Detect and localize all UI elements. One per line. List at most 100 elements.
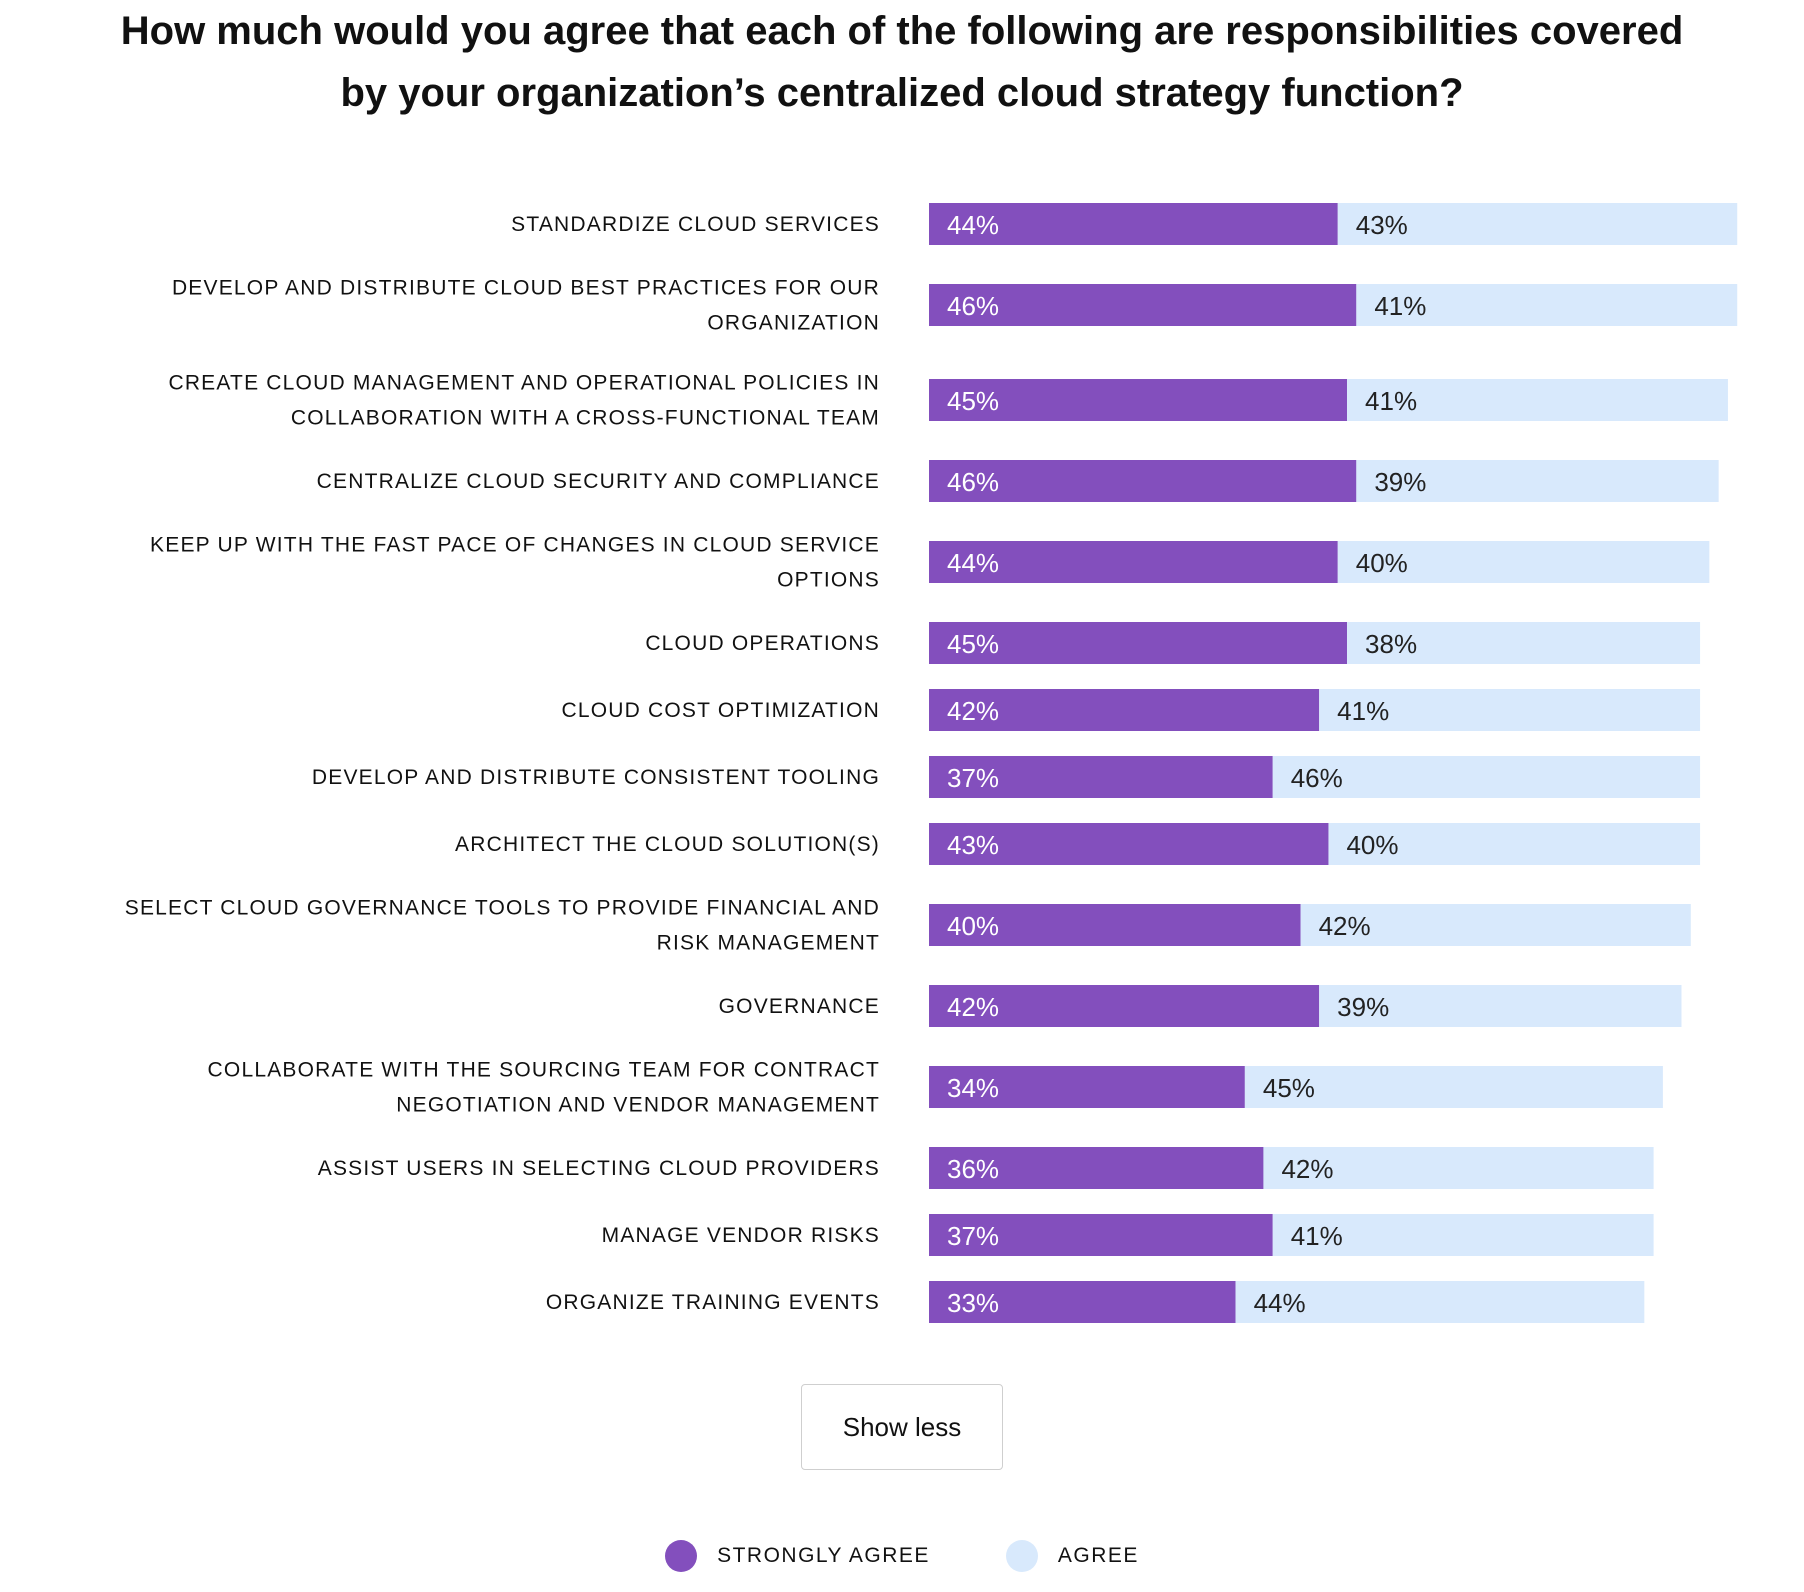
data-label-agree: 40% <box>1356 548 1408 578</box>
bar-row: 44% 43% STANDARDIZE CLOUD SERVICES <box>511 203 1738 245</box>
data-label-agree: 41% <box>1291 1221 1343 1251</box>
bar-row: 34% 45% COLLABORATE WITH THE SOURCING TEAM… <box>208 1059 1663 1117</box>
bar-strongly-agree <box>929 1147 1264 1189</box>
bar-agree <box>1272 1214 1654 1256</box>
bar-row: 42% 41% CLOUD COST OPTIMIZATION <box>561 689 1701 731</box>
bar-strongly-agree <box>929 1066 1245 1108</box>
bar-strongly-agree <box>929 460 1357 502</box>
data-label-strongly-agree: 45% <box>947 386 999 416</box>
data-label-strongly-agree: 34% <box>947 1073 999 1103</box>
legend-swatch-strongly-agree <box>665 1540 698 1572</box>
category-label: COLLABORATION WITH A CROSS-FUNCTIONAL TE… <box>291 407 880 430</box>
bar-row: 37% 41% MANAGE VENDOR RISKS <box>602 1214 1654 1256</box>
bar-row: 37% 46% DEVELOP AND DISTRIBUTE CONSISTENT … <box>312 756 1701 798</box>
data-label-strongly-agree: 43% <box>947 830 999 860</box>
data-label-agree: 41% <box>1337 696 1389 726</box>
bar-strongly-agree <box>929 203 1338 245</box>
data-label-strongly-agree: 44% <box>947 210 999 240</box>
bar-strongly-agree <box>929 823 1329 865</box>
bar-strongly-agree <box>929 1281 1236 1323</box>
data-label-agree: 38% <box>1365 629 1417 659</box>
bar-row: 45% 41% CREATE CLOUD MANAGEMENT AND OPERAT… <box>168 372 1728 430</box>
category-label: GOVERNANCE <box>719 995 880 1018</box>
category-label: DEVELOP AND DISTRIBUTE CLOUD BEST PRACTI… <box>172 277 880 300</box>
bar-agree <box>1328 823 1701 865</box>
legend-item-agree: AGREE <box>1005 1540 1139 1572</box>
bar-strongly-agree <box>929 622 1348 664</box>
data-label-agree: 40% <box>1346 830 1398 860</box>
data-label-agree: 41% <box>1365 386 1417 416</box>
bar-strongly-agree <box>929 379 1348 421</box>
bar-agree <box>1300 904 1691 946</box>
category-label: STANDARDIZE CLOUD SERVICES <box>511 213 880 236</box>
bar-agree <box>1263 1147 1654 1189</box>
category-label: DEVELOP AND DISTRIBUTE CONSISTENT TOOLIN… <box>312 766 880 789</box>
category-label: CREATE CLOUD MANAGEMENT AND OPERATIONAL … <box>168 372 880 395</box>
bar-agree <box>1319 689 1701 731</box>
data-label-strongly-agree: 40% <box>947 911 999 941</box>
legend-swatch-agree <box>1005 1540 1038 1572</box>
bar-agree <box>1272 756 1701 798</box>
data-label-agree: 44% <box>1254 1288 1306 1318</box>
category-label: MANAGE VENDOR RISKS <box>602 1224 880 1247</box>
category-label: KEEP UP WITH THE FAST PACE OF CHANGES IN… <box>150 534 880 557</box>
bar-agree <box>1356 284 1738 326</box>
bar-row: 45% 38% CLOUD OPERATIONS <box>645 622 1701 664</box>
bar-row: 44% 40% KEEP UP WITH THE FAST PACE OF CHAN… <box>150 534 1710 592</box>
data-label-strongly-agree: 46% <box>947 291 999 321</box>
bar-row: 40% 42% SELECT CLOUD GOVERNANCE TOOLS TO P… <box>125 897 1691 955</box>
data-label-strongly-agree: 45% <box>947 629 999 659</box>
bar-row: 43% 40% ARCHITECT THE CLOUD SOLUTION(S) <box>455 823 1701 865</box>
data-label-strongly-agree: 46% <box>947 467 999 497</box>
bar-strongly-agree <box>929 284 1357 326</box>
data-label-agree: 46% <box>1291 763 1343 793</box>
bar-agree <box>1347 379 1728 421</box>
legend: STRONGLY AGREE AGREE <box>0 1540 1804 1572</box>
data-label-agree: 42% <box>1281 1154 1333 1184</box>
data-label-strongly-agree: 42% <box>947 696 999 726</box>
bar-strongly-agree <box>929 985 1320 1027</box>
bar-row: 42% 39% GOVERNANCE <box>719 985 1682 1027</box>
legend-item-strongly-agree: STRONGLY AGREE <box>665 1540 930 1572</box>
bar-row: 46% 39% CENTRALIZE CLOUD SECURITY AND COMP… <box>317 460 1719 502</box>
data-label-agree: 39% <box>1374 467 1426 497</box>
bar-strongly-agree <box>929 1214 1273 1256</box>
data-label-agree: 43% <box>1356 210 1408 240</box>
show-less-button[interactable]: Show less <box>801 1384 1003 1470</box>
bar-row: 36% 42% ASSIST USERS IN SELECTING CLOUD PR… <box>318 1147 1654 1189</box>
bar-agree <box>1337 203 1738 245</box>
category-label: CLOUD COST OPTIMIZATION <box>561 699 880 722</box>
data-label-agree: 42% <box>1319 911 1371 941</box>
bar-agree <box>1319 985 1682 1027</box>
bar-row: 46% 41% DEVELOP AND DISTRIBUTE CLOUD BEST … <box>172 277 1738 335</box>
category-label: CENTRALIZE CLOUD SECURITY AND COMPLIANCE <box>317 470 880 493</box>
legend-label-strongly-agree: STRONGLY AGREE <box>717 1544 930 1567</box>
bar-strongly-agree <box>929 541 1338 583</box>
category-label: CLOUD OPERATIONS <box>645 632 880 655</box>
data-label-strongly-agree: 36% <box>947 1154 999 1184</box>
bar-strongly-agree <box>929 904 1301 946</box>
chart-title: How much would you agree that each of th… <box>120 9 1684 115</box>
category-label: ASSIST USERS IN SELECTING CLOUD PROVIDER… <box>318 1157 880 1180</box>
category-label: SELECT CLOUD GOVERNANCE TOOLS TO PROVIDE… <box>125 897 880 920</box>
legend-label-agree: AGREE <box>1057 1544 1139 1567</box>
category-label: ORGANIZATION <box>707 312 880 335</box>
data-label-strongly-agree: 42% <box>947 992 999 1022</box>
bar-strongly-agree <box>929 689 1320 731</box>
bar-agree <box>1356 460 1719 502</box>
data-label-agree: 39% <box>1337 992 1389 1022</box>
data-label-strongly-agree: 37% <box>947 763 999 793</box>
data-label-strongly-agree: 33% <box>947 1288 999 1318</box>
bar-strongly-agree <box>929 756 1273 798</box>
data-label-agree: 45% <box>1263 1073 1315 1103</box>
bar-agree <box>1337 541 1710 583</box>
category-label: ARCHITECT THE CLOUD SOLUTION(S) <box>455 833 880 856</box>
stacked-bar-chart: 44% 43% STANDARDIZE CLOUD SERVICES 46% 41% DE… <box>125 203 1738 1323</box>
bar-agree <box>1347 622 1701 664</box>
category-label: RISK MANAGEMENT <box>657 932 880 955</box>
data-label-agree: 41% <box>1374 291 1426 321</box>
category-label: ORGANIZE TRAINING EVENTS <box>546 1291 880 1314</box>
data-label-strongly-agree: 37% <box>947 1221 999 1251</box>
bar-agree <box>1244 1066 1663 1108</box>
category-label: COLLABORATE WITH THE SOURCING TEAM FOR C… <box>208 1059 880 1082</box>
